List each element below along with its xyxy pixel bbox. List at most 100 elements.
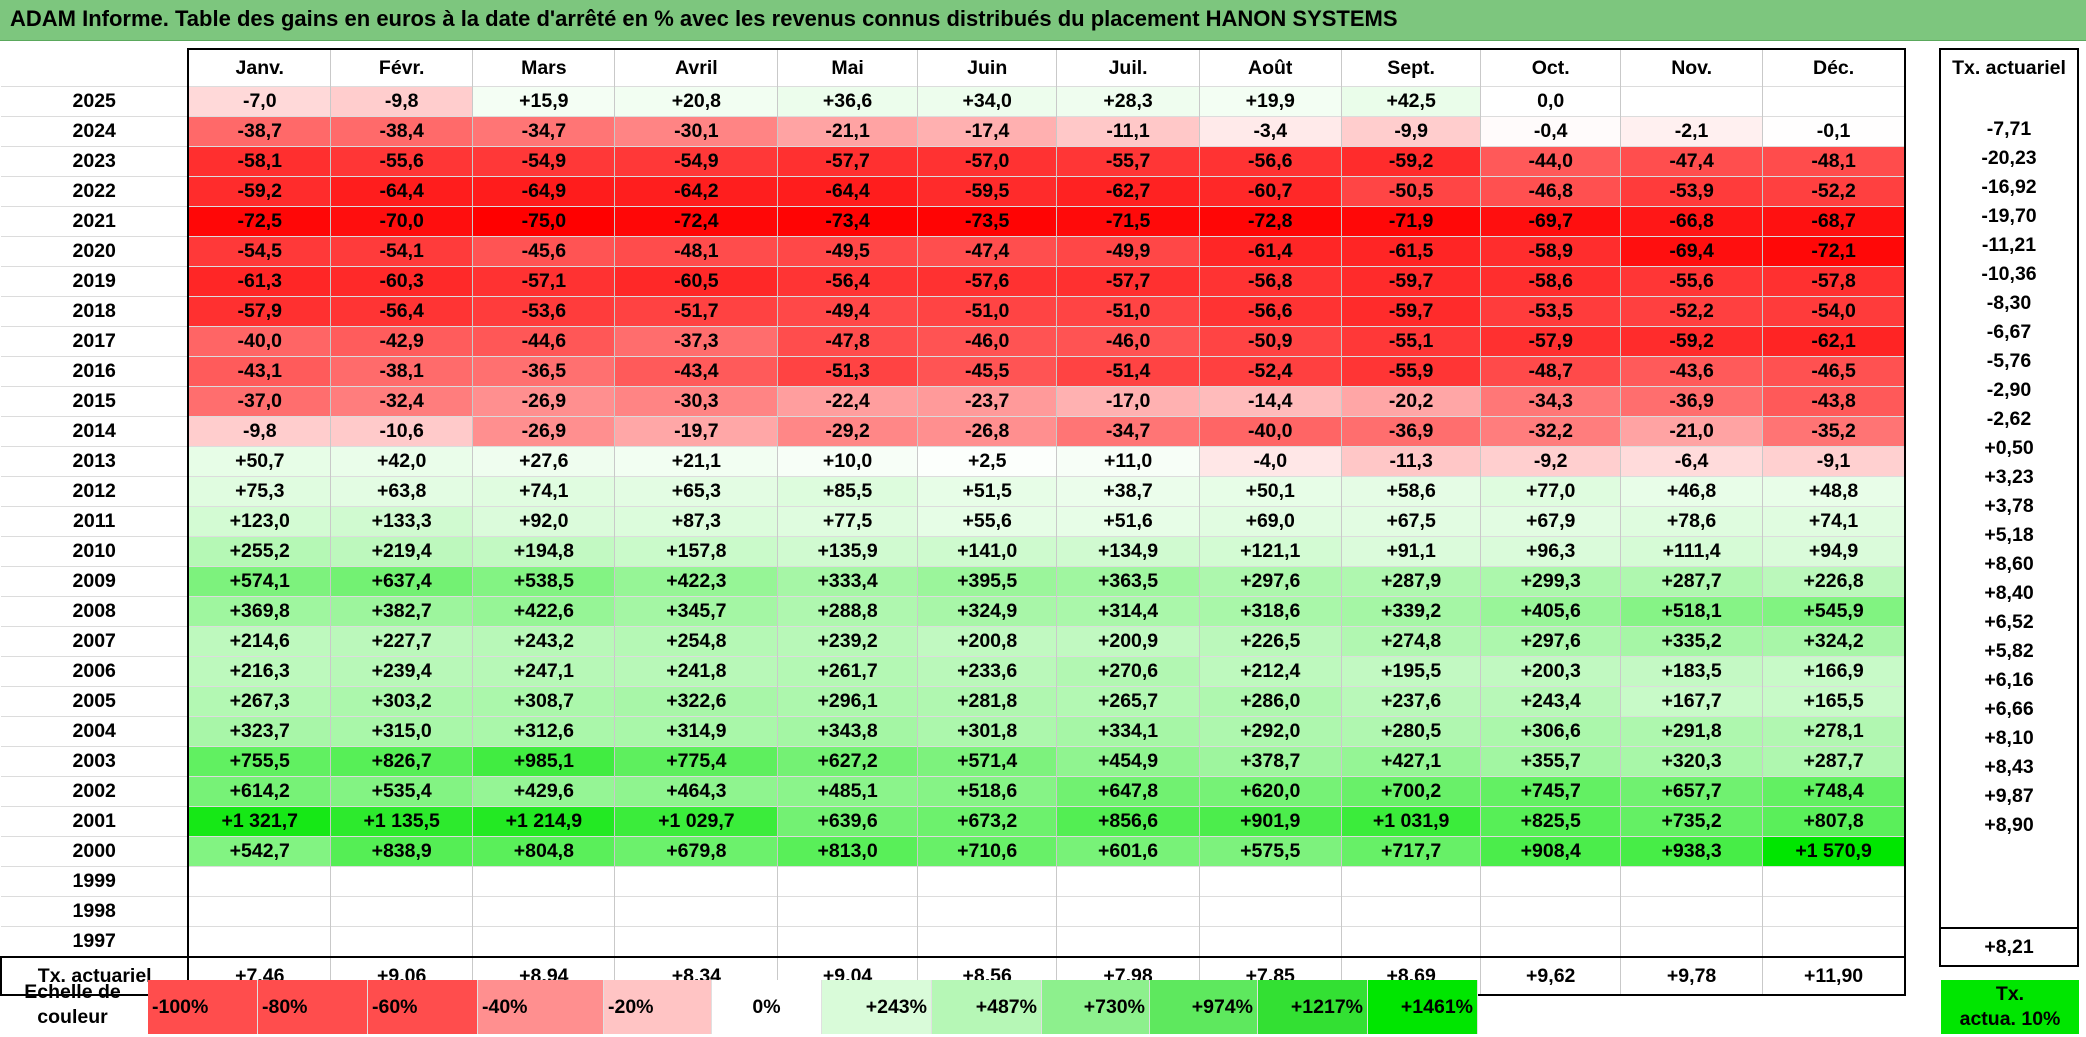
gain-cell: +265,7 bbox=[1056, 686, 1200, 717]
gain-cell: +91,1 bbox=[1340, 536, 1481, 567]
year-row: 2023 -58,1 -55,6 -54,9 -54,9 -57,7 -57,0 -55,7-… bbox=[1, 146, 1907, 177]
gain-cell: -73,4 bbox=[777, 206, 918, 237]
gain-cell: 0,0 bbox=[1480, 86, 1621, 117]
gain-cell: -59,2 bbox=[1340, 146, 1481, 177]
gain-cell: -52,2 bbox=[1620, 296, 1763, 327]
gain-cell: +11,0 bbox=[1056, 446, 1200, 477]
gain-cell: +775,4 bbox=[614, 746, 778, 777]
gain-cell: -45,6 bbox=[472, 236, 615, 267]
gain-cell: +241,8 bbox=[614, 656, 778, 687]
gain-cell: -57,9 bbox=[187, 296, 331, 327]
gain-cell bbox=[330, 896, 473, 927]
gain-cell: -57,0 bbox=[916, 146, 1057, 177]
gain-cell bbox=[614, 866, 778, 897]
gain-cell bbox=[472, 866, 615, 897]
color-scale-swatch: -60% bbox=[368, 980, 478, 1034]
year-row: 2009 +574,1 +637,4 +538,5 +422,3 +333,4 +395,5… bbox=[1, 566, 1907, 597]
year-row: 2012 +75,3 +63,8 +74,1 +65,3 +85,5 +51,5 +38,7 +… bbox=[1, 476, 1907, 507]
annual-row: +3,78 bbox=[1939, 492, 2079, 521]
gain-cell: +77,0 bbox=[1480, 476, 1621, 507]
year-row: 1998 bbox=[1, 896, 1907, 927]
gain-cell: -71,5 bbox=[1056, 206, 1200, 237]
year-label: 2009 bbox=[1, 566, 189, 597]
overall-rate-cell: +8,21 bbox=[1939, 927, 2079, 967]
gain-cell: -10,6 bbox=[330, 416, 473, 447]
gain-cell bbox=[1762, 866, 1907, 897]
gain-cell: +38,7 bbox=[1056, 476, 1200, 507]
average-rate-cell: +9,62 bbox=[1480, 956, 1621, 996]
year-label: 2013 bbox=[1, 446, 189, 477]
gain-cell: -57,1 bbox=[472, 266, 615, 297]
gain-cell: -0,1 bbox=[1762, 116, 1907, 147]
annual-row bbox=[1939, 898, 2079, 929]
gain-cell: -61,3 bbox=[187, 266, 331, 297]
gain-cell: +69,0 bbox=[1198, 506, 1342, 537]
annual-rate-cell: -2,62 bbox=[1939, 405, 2079, 434]
gain-cell: +312,6 bbox=[472, 716, 615, 747]
year-row: 2025 -7,0 -9,8 +15,9 +20,8 +36,6 +34,0 +28,3 +19… bbox=[1, 86, 1907, 117]
gain-cell: +219,4 bbox=[330, 536, 473, 567]
annual-row: -8,30 bbox=[1939, 289, 2079, 318]
gain-cell bbox=[1620, 896, 1763, 927]
year-row: 2013 +50,7 +42,0 +27,6 +21,1 +10,0 +2,5 +11,0 -4… bbox=[1, 446, 1907, 477]
gain-cell: +87,3 bbox=[614, 506, 778, 537]
gain-cell: -47,8 bbox=[777, 326, 918, 357]
year-label: 2004 bbox=[1, 716, 189, 747]
month-header: Févr. bbox=[330, 48, 473, 87]
gain-cell: -55,6 bbox=[1620, 266, 1763, 297]
gain-cell: +856,6 bbox=[1056, 806, 1200, 837]
gain-cell: -49,5 bbox=[777, 236, 918, 267]
month-header: Août bbox=[1198, 48, 1342, 87]
year-row: 2015 -37,0 -32,4 -26,9 -30,3 -22,4 -23,7 -17,0-… bbox=[1, 386, 1907, 417]
gain-cell bbox=[614, 896, 778, 927]
gain-cell: -57,8 bbox=[1762, 266, 1907, 297]
gain-cell: -59,7 bbox=[1340, 266, 1481, 297]
gain-cell: +901,9 bbox=[1198, 806, 1342, 837]
year-row: 2016 -43,1 -38,1 -36,5 -43,4 -51,3 -45,5 -51,4-… bbox=[1, 356, 1907, 387]
annual-row: +8,40 bbox=[1939, 579, 2079, 608]
gain-cell bbox=[187, 896, 331, 927]
gain-cell: +135,9 bbox=[777, 536, 918, 567]
gain-cell: +167,7 bbox=[1620, 686, 1763, 717]
gain-cell: +123,0 bbox=[187, 506, 331, 537]
gain-cell: -71,9 bbox=[1340, 206, 1481, 237]
year-row: 2014 -9,8 -10,6 -26,9 -19,7 -29,2 -26,8 -34,7 -4… bbox=[1, 416, 1907, 447]
color-scale-annual-line2: actua. 10% bbox=[1959, 1008, 2061, 1030]
year-label: 2011 bbox=[1, 506, 189, 537]
gain-cell bbox=[1762, 926, 1907, 958]
gain-cell: -69,7 bbox=[1480, 206, 1621, 237]
gain-cell: +133,3 bbox=[330, 506, 473, 537]
gain-cell: +429,6 bbox=[472, 776, 615, 807]
gain-cell: -64,4 bbox=[330, 176, 473, 207]
year-label: 2000 bbox=[1, 836, 189, 867]
gain-cell: +679,8 bbox=[614, 836, 778, 867]
gain-cell: -46,5 bbox=[1762, 356, 1907, 387]
gain-cell bbox=[1056, 926, 1200, 958]
gain-cell: +28,3 bbox=[1056, 86, 1200, 117]
gain-cell: -48,1 bbox=[614, 236, 778, 267]
year-row: 2007 +214,6 +227,7 +243,2 +254,8 +239,2 +200,8… bbox=[1, 626, 1907, 657]
gain-cell: -36,9 bbox=[1340, 416, 1481, 447]
gain-cell: -60,3 bbox=[330, 266, 473, 297]
gain-cell: +825,5 bbox=[1480, 806, 1621, 837]
gain-cell: +485,1 bbox=[777, 776, 918, 807]
gain-cell: -72,4 bbox=[614, 206, 778, 237]
gain-cell: -54,9 bbox=[472, 146, 615, 177]
gain-cell: +301,8 bbox=[916, 716, 1057, 747]
year-row: 2004 +323,7 +315,0 +312,6 +314,9 +343,8 +301,8… bbox=[1, 716, 1907, 747]
gain-cell: +382,7 bbox=[330, 596, 473, 627]
gain-cell: -61,5 bbox=[1340, 236, 1481, 267]
year-label: 2005 bbox=[1, 686, 189, 717]
annual-row: -10,36 bbox=[1939, 260, 2079, 289]
year-label: 2016 bbox=[1, 356, 189, 387]
annual-row bbox=[1939, 86, 2079, 115]
annual-row: +8,90 bbox=[1939, 811, 2079, 840]
annual-rate-cell: -8,30 bbox=[1939, 289, 2079, 318]
gain-cell: +274,8 bbox=[1340, 626, 1481, 657]
gain-cell: -32,2 bbox=[1480, 416, 1621, 447]
gain-cell: +339,2 bbox=[1340, 596, 1481, 627]
year-label: 2019 bbox=[1, 266, 189, 297]
gain-cell bbox=[472, 926, 615, 958]
gain-cell: +226,8 bbox=[1762, 566, 1907, 597]
gain-cell: +42,5 bbox=[1340, 86, 1481, 117]
